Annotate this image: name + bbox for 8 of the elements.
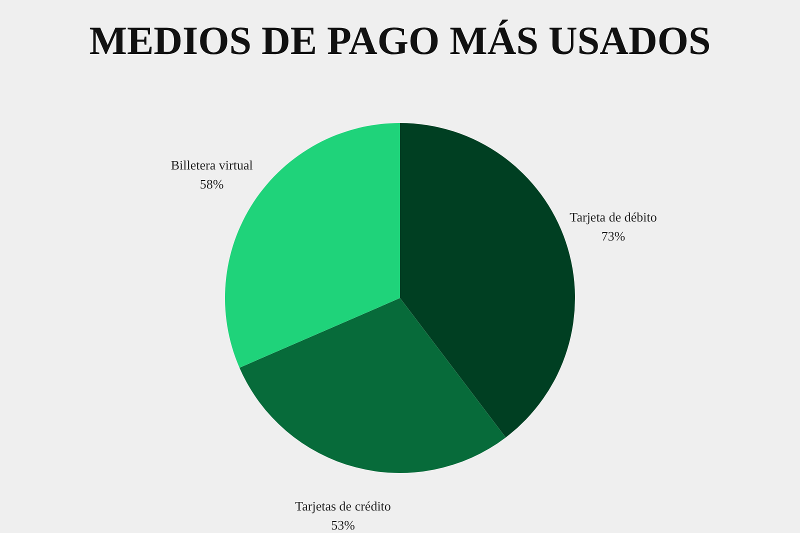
slice-label: Tarjetas de crédito [295,498,391,514]
chart-title: MEDIOS DE PAGO MÁS USADOS [89,18,711,63]
data-label: 53% [331,518,356,533]
slice-label: Tarjeta de débito [570,209,657,224]
pie-slice [239,298,506,473]
slice-label: Billetera virtual [170,158,254,173]
data-label: 58% [200,176,224,192]
data-label: 73% [601,228,626,244]
